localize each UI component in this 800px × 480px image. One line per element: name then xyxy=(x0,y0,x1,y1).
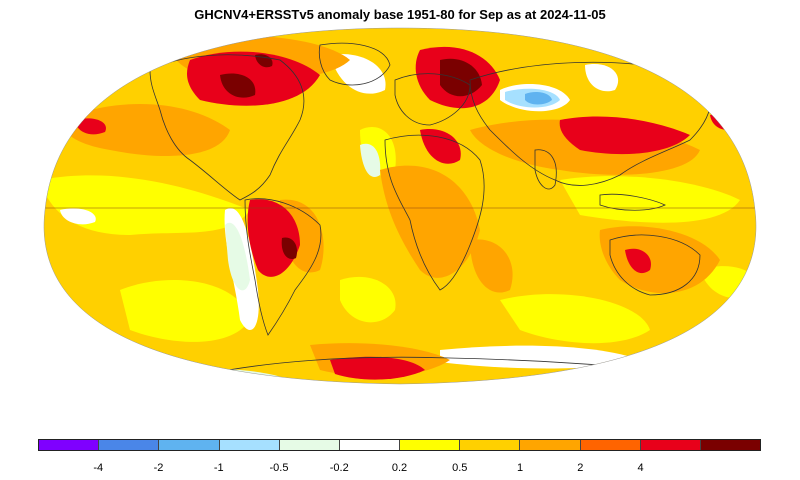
coastlines xyxy=(43,42,757,381)
legend-tick-label: 2 xyxy=(577,462,584,474)
map-title: GHCNV4+ERSSTv5 anomaly base 1951-80 for … xyxy=(194,7,606,22)
legend-swatch xyxy=(219,440,280,450)
legend-swatch xyxy=(39,440,100,450)
legend-tick-label: -0.5 xyxy=(269,462,289,474)
legend-swatch xyxy=(159,440,220,450)
legend-swatch xyxy=(580,440,641,450)
legend-swatch xyxy=(99,440,160,450)
legend-swatch xyxy=(339,440,401,450)
legend-tick-label: -4 xyxy=(93,462,104,474)
legend-swatch xyxy=(279,440,340,450)
legend-swatch xyxy=(400,440,461,450)
legend-swatch xyxy=(520,440,581,450)
legend-swatch xyxy=(460,440,521,450)
anomaly-field xyxy=(43,28,757,384)
legend-tick-label: 1 xyxy=(516,462,524,474)
hot-regions xyxy=(75,46,736,380)
legend-tick-label: -1 xyxy=(213,462,224,474)
color-legend xyxy=(38,439,761,451)
legend-tick-labels: -4 -2 -1 -0.5 -0.2 0.2 0.5 1 2 4 xyxy=(0,462,800,478)
legend-tick-label: -2 xyxy=(153,462,164,474)
legend-tick-label: 0.2 xyxy=(391,462,408,474)
legend-swatch xyxy=(700,440,761,450)
legend-tick-label: 4 xyxy=(637,462,644,474)
very-hot-regions xyxy=(220,54,482,260)
legend-swatch xyxy=(640,440,701,450)
globe-outline xyxy=(43,27,757,385)
legend-tick-label: 0.5 xyxy=(452,462,468,474)
legend-tick-label: -0.2 xyxy=(329,462,349,474)
anomaly-map xyxy=(43,27,757,385)
